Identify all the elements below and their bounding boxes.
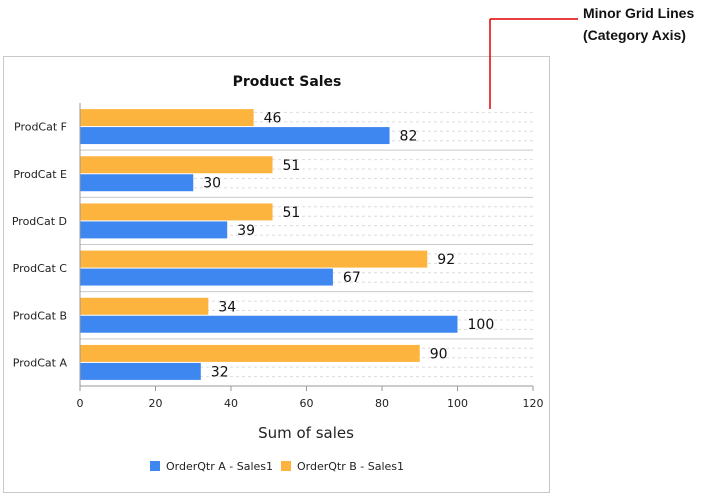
data-label: 90 — [430, 346, 448, 362]
data-label: 51 — [283, 205, 301, 221]
axes: ProdCat A ProdCat B ProdCat C ProdCat D Prod… — [12, 103, 544, 410]
x-tick-label: 80 — [375, 397, 389, 410]
bar — [80, 315, 458, 333]
legend-label[interactable]: OrderQtr B - Sales1 — [297, 460, 404, 473]
category-tick-label: ProdCat A — [13, 356, 68, 369]
bar — [80, 109, 254, 127]
chart-frame — [3, 56, 550, 493]
x-tick-label: 60 — [300, 397, 314, 410]
data-labels: 90 32 34 100 92 67 51 39 51 30 46 82 — [203, 111, 494, 381]
data-label: 46 — [264, 111, 282, 127]
x-tick-label: 120 — [523, 397, 544, 410]
callout-label: Minor Grid Lines (Category Axis) — [583, 2, 694, 46]
data-label: 51 — [283, 158, 301, 174]
legend-swatch[interactable] — [281, 461, 291, 471]
category-tick-label: ProdCat E — [13, 168, 67, 181]
x-tick-label: 40 — [224, 397, 238, 410]
bar — [80, 344, 420, 362]
legend-swatch[interactable] — [150, 461, 160, 471]
data-label: 82 — [400, 129, 418, 145]
data-label: 92 — [437, 252, 455, 268]
data-label: 30 — [203, 176, 221, 192]
category-tick-label: ProdCat C — [13, 262, 68, 275]
bar — [80, 221, 228, 239]
legend-label[interactable]: OrderQtr A - Sales1 — [166, 460, 273, 473]
data-label: 39 — [237, 223, 255, 239]
bar — [80, 362, 201, 380]
data-label: 67 — [343, 270, 361, 286]
category-tick-label: ProdCat F — [14, 121, 67, 134]
callout-line-2: (Category Axis) — [583, 27, 686, 43]
category-tick-label: ProdCat B — [13, 309, 67, 322]
bar — [80, 203, 273, 221]
category-tick-label: ProdCat D — [12, 215, 67, 228]
bar — [80, 156, 273, 174]
bar — [80, 268, 333, 286]
x-tick-label: 100 — [447, 397, 468, 410]
data-label: 100 — [468, 317, 495, 333]
legend[interactable]: OrderQtr A - Sales1 OrderQtr B - Sales1 — [150, 460, 404, 473]
x-tick-label: 20 — [149, 397, 163, 410]
x-axis-title: Sum of sales — [258, 424, 354, 442]
grid-lines — [80, 111, 533, 378]
bar — [80, 297, 209, 315]
bar — [80, 127, 390, 145]
bar — [80, 250, 428, 268]
data-label: 32 — [211, 364, 229, 380]
x-tick-label: 0 — [77, 397, 84, 410]
callout-leader-line — [489, 18, 578, 109]
chart-title: Product Sales — [233, 74, 342, 90]
bar — [80, 174, 194, 192]
bars — [80, 109, 458, 380]
callout-line-1: Minor Grid Lines — [583, 5, 695, 21]
data-label: 34 — [218, 299, 236, 315]
